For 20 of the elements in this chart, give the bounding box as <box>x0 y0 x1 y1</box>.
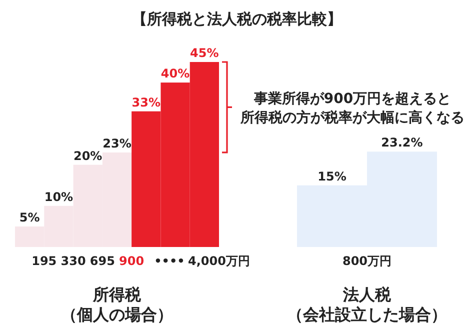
text: 695 <box>90 254 115 268</box>
data-label: 45% <box>190 46 219 60</box>
text: 195 <box>32 254 57 268</box>
text: 330 <box>60 254 86 268</box>
data-label: 40% <box>160 66 190 81</box>
text: 900 <box>119 254 144 268</box>
x-axis-title: 所得税（個人の場合） <box>61 285 173 324</box>
text: 800万円 <box>342 254 392 268</box>
data-label: 15% <box>318 169 346 184</box>
data-label: 10% <box>44 190 74 204</box>
data-label: 5% <box>19 210 40 224</box>
text: 4,000万円 <box>188 254 250 268</box>
data-label: 23.2% <box>381 136 423 150</box>
text: •••• <box>154 254 185 268</box>
chart-title: 【所得税と法人税の税率比較】 <box>132 10 342 28</box>
data-label: 20% <box>73 148 102 163</box>
text: 事業所得が900万円を超えると所得税の方が税率が大幅に高くなる <box>240 91 464 126</box>
data-label: 23% <box>102 136 132 150</box>
data-label: 33% <box>132 95 161 110</box>
x-axis-title: 法人税（会社設立した場合） <box>287 285 447 324</box>
